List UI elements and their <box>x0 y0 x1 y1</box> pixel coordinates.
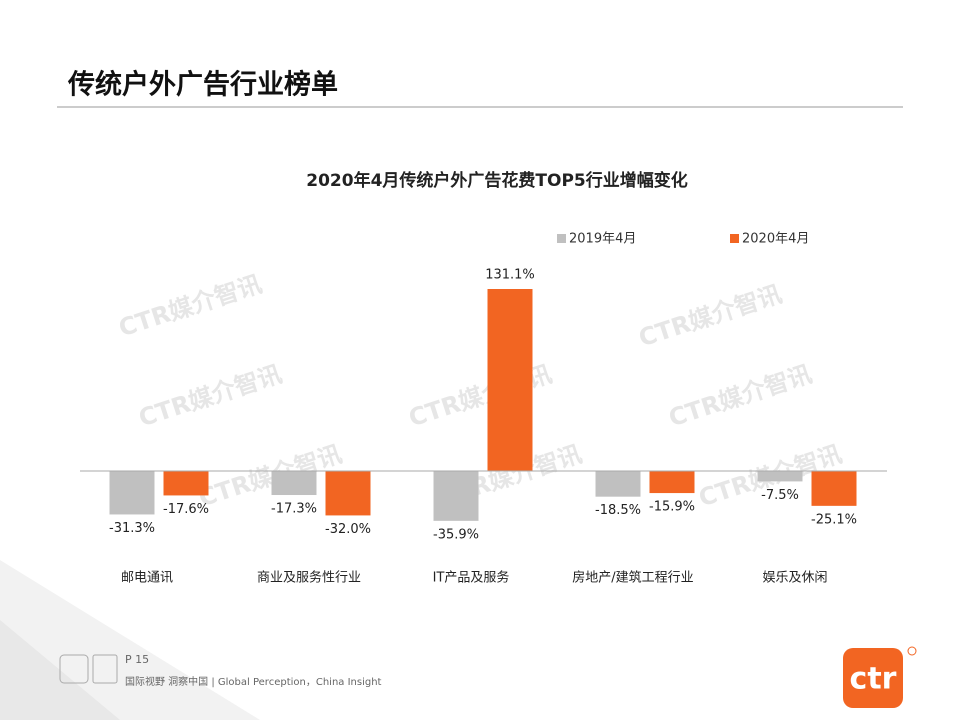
x-tick-label: 房地产/建筑工程行业 <box>572 570 693 586</box>
x-tick-label: IT产品及服务 <box>433 570 510 586</box>
value-label: 131.1% <box>485 268 535 283</box>
x-tick-label: 商业及服务性行业 <box>257 570 361 586</box>
watermark: CTR媒介智讯 <box>135 360 285 433</box>
logo: ctr <box>850 662 897 697</box>
value-label: -25.1% <box>811 512 857 527</box>
value-label: -18.5% <box>595 503 641 518</box>
bar <box>649 471 695 494</box>
bar <box>811 471 857 506</box>
bar <box>595 471 641 497</box>
logo-box <box>843 648 903 708</box>
tagline: 国际视野 洞察中国 | Global Perception，China Insi… <box>125 675 382 688</box>
bar <box>757 471 803 482</box>
legend-label: 2019年4月 <box>569 232 636 247</box>
footer: P 15 国际视野 洞察中国 | Global Perception，China… <box>59 646 917 708</box>
watermark: CTR媒介智讯 <box>665 360 815 433</box>
cert-icon <box>92 654 118 684</box>
bar <box>109 471 155 515</box>
bar <box>163 471 209 496</box>
watermark: CTR媒介智讯 <box>405 360 555 433</box>
cert-icon <box>59 654 89 684</box>
value-label: -31.3% <box>109 521 155 536</box>
bar <box>271 471 317 496</box>
legend-swatch <box>557 234 566 243</box>
value-label: -17.3% <box>271 502 317 517</box>
value-label: -35.9% <box>433 527 479 542</box>
value-label: -32.0% <box>325 522 371 537</box>
chart-title: 2020年4月传统户外广告花费TOP5行业增幅变化 <box>306 170 687 191</box>
watermark: CTR媒介智讯 <box>635 280 785 353</box>
bar <box>487 289 533 471</box>
value-label: -15.9% <box>649 500 695 515</box>
bar <box>433 471 479 521</box>
value-label: -17.6% <box>163 502 209 517</box>
legend-label: 2020年4月 <box>742 232 809 247</box>
bar <box>325 471 371 516</box>
registered-mark <box>907 646 917 656</box>
value-label: -7.5% <box>761 488 799 503</box>
legend-swatch <box>730 234 739 243</box>
x-tick-label: 邮电通讯 <box>121 571 173 586</box>
x-tick-label: 娱乐及休闲 <box>762 571 827 586</box>
slide-title: 传统户外广告行业榜单 <box>67 69 338 101</box>
page-number: P 15 <box>125 653 149 666</box>
watermarks: CTR媒介智讯 CTR媒介智讯 CTR媒介智讯 CTR媒介智讯 CTR媒介智讯 … <box>115 270 845 513</box>
watermark: CTR媒介智讯 <box>115 270 265 343</box>
